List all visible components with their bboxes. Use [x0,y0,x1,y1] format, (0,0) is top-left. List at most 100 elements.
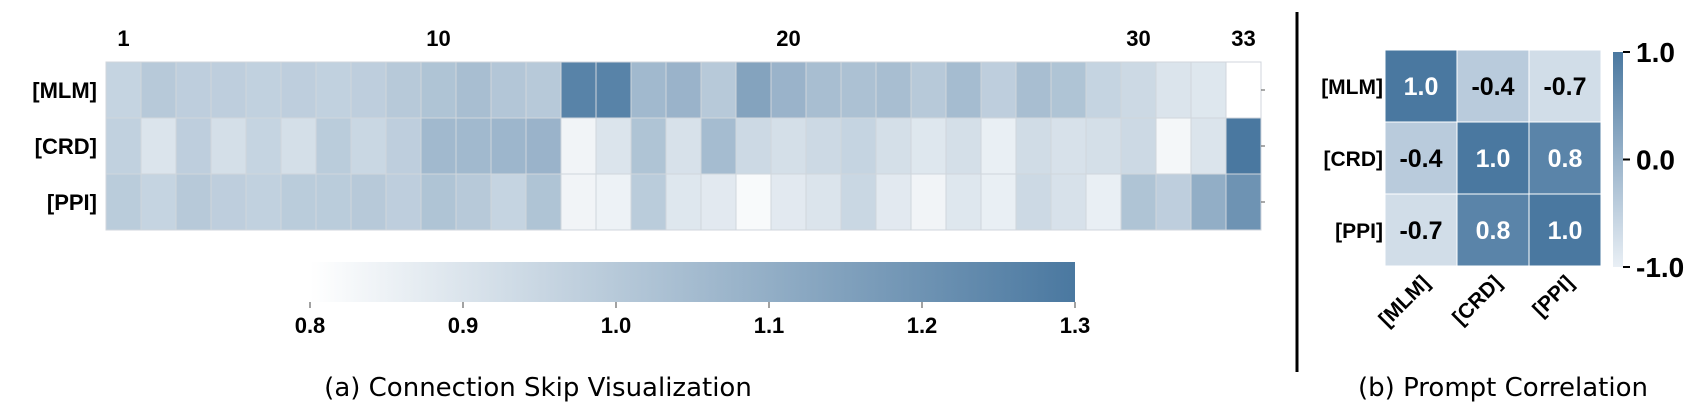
heatmap-cell [910,61,947,119]
heatmap-cell [630,117,667,175]
column-labels: [MLM] [CRD] [PPI] [1375,271,1579,331]
heatmap-cell [385,173,422,231]
correlation-value: 1.0 [1404,73,1439,101]
heatmap-cell [1050,117,1087,175]
heatmap-cell [175,117,212,175]
heatmap-cell [770,61,807,119]
heatmap-cell [945,173,982,231]
heatmap-cell [630,61,667,119]
correlation-value: -0.4 [1471,73,1514,101]
colorbar-tick-label: 1.0 [1636,37,1675,68]
heatmap-cell [420,117,457,175]
correlation-value: -0.7 [1399,217,1442,245]
colorbar-gradient [1613,52,1623,267]
heatmap-cell [1015,173,1052,231]
x-tick-labels: 1 10 20 30 33 [117,26,1255,51]
heatmap-cell [1155,117,1192,175]
row-labels: [MLM] [CRD] [PPI] [32,78,97,215]
heatmap-cell [1085,61,1122,119]
heatmap-cell [105,61,142,119]
heatmap-cell [1085,117,1122,175]
heatmap-cell [140,61,177,119]
heatmap-cell [665,173,702,231]
correlation-value: 1.0 [1476,145,1511,173]
heatmap-cell [910,173,947,231]
heatmap-cell [525,173,562,231]
heatmap-cell [980,61,1017,119]
heatmap-cell [350,173,387,231]
column-label: [CRD] [1448,271,1506,329]
heatmap-cell [1225,173,1262,231]
heatmap-cell [490,61,527,119]
heatmap-cell [1085,173,1122,231]
correlation-cell [1456,121,1530,195]
heatmap-cell [1120,173,1157,231]
correlation-value: -0.7 [1543,73,1586,101]
heatmap-cell [140,173,177,231]
correlation-cell [1456,49,1530,123]
caption-a: (a) Connection Skip Visualization [324,373,752,403]
heatmap-cell [560,173,597,231]
heatmap-cell [455,117,492,175]
column-label: [PPI] [1528,271,1578,321]
row-label: [PPI] [1335,220,1383,243]
connection-skip-heatmap: 1 10 20 30 33 [MLM] [CRD] [PPI] 0.8 0.9 1.0 1.1 1.… [32,26,1265,403]
heatmap-cell [595,117,632,175]
correlation-cell [1528,193,1602,267]
x-tick-label: 1 [117,26,129,51]
row-label: [PPI] [47,190,97,215]
heatmap-cell [665,61,702,119]
heatmap-cell [700,117,737,175]
heatmap-cell [595,173,632,231]
heatmap-cell [840,173,877,231]
heatmap-cell [525,61,562,119]
heatmap-cell [735,117,772,175]
heatmap-cell [1190,117,1227,175]
heatmap-cell [1225,117,1262,175]
heatmap-cell [420,61,457,119]
correlation-cells: 1.0 -0.4 -0.7 -0.4 1.0 0.8 -0.7 0.8 1.0 [1384,49,1602,267]
caption-b: (b) Prompt Correlation [1358,373,1648,403]
heatmap-cell [840,61,877,119]
heatmap-cell [910,117,947,175]
row-label: [MLM] [1321,76,1383,99]
heatmap-cell [105,117,142,175]
heatmap-cell [175,61,212,119]
heatmap-cell [805,173,842,231]
correlation-cell [1528,121,1602,195]
colorbar-tick-label: 0.0 [1636,145,1675,176]
heatmap-cell [1015,117,1052,175]
colorbar-tick-label: 1.1 [754,313,785,338]
heatmap-cell [595,61,632,119]
heatmap-cell [525,117,562,175]
heatmap-cell [945,117,982,175]
heatmap-cell [140,117,177,175]
heatmap-cell [1190,61,1227,119]
x-tick-label: 30 [1126,26,1150,51]
heatmap-cell [245,173,282,231]
heatmap-cell [490,117,527,175]
heatmap-cell [735,61,772,119]
heatmap-cell [770,117,807,175]
colorbar-tick-label: 0.9 [448,313,479,338]
heatmap-cell [210,173,247,231]
heatmap-cell [770,173,807,231]
heatmap-cell [875,173,912,231]
heatmap-cell [1120,61,1157,119]
heatmap-cell [280,117,317,175]
heatmap-cell [840,117,877,175]
heatmap-cell [315,117,352,175]
row-label: [CRD] [1324,148,1383,171]
heatmap-cell [350,61,387,119]
heatmap-cell [945,61,982,119]
heatmap-cell [875,61,912,119]
heatmap-cell [490,173,527,231]
heatmap-cell [1050,173,1087,231]
heatmap-cell [665,117,702,175]
colorbar-gradient [310,262,1075,302]
heatmap-cell [560,61,597,119]
heatmap-cell [1120,117,1157,175]
correlation-cell [1456,193,1530,267]
heatmap-cell [280,61,317,119]
correlation-value: 0.8 [1476,217,1511,245]
